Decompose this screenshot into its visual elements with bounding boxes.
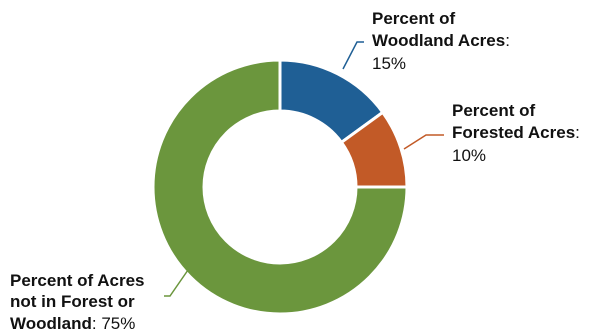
slice-label-forested-line-1: Percent of: [452, 101, 535, 120]
leader-lines: [164, 41, 444, 297]
slice-label-woodland-line-1: Percent of: [372, 9, 455, 28]
slice-not-in-forest-or-woodland: [151, 58, 409, 316]
slice-label-not-forest: Percent of Acres not in Forest or Woodla…: [10, 271, 149, 333]
leader-line-not-in-forest-or-woodland: [164, 269, 189, 297]
slice-label-forested-value: 10%: [452, 146, 486, 165]
slice-label-not-forest-line-1: Percent of Acres: [10, 271, 144, 290]
slice-label-woodland-line-2: Woodland Acres:: [372, 31, 510, 50]
slice-label-not-forest-line-3: Woodland: 75%: [10, 314, 135, 333]
leader-line-woodland: [342, 41, 364, 70]
slice-label-woodland-value: 15%: [372, 54, 406, 73]
leader-line-forested: [403, 134, 444, 150]
donut-slices: [151, 58, 409, 316]
slice-label-forested-line-2: Forested Acres:: [452, 123, 580, 142]
slice-label-not-forest-line-2: not in Forest or: [10, 292, 135, 311]
slice-label-woodland: Percent of Woodland Acres: 15%: [372, 9, 515, 73]
slice-label-forested: Percent of Forested Acres: 10%: [452, 101, 585, 165]
